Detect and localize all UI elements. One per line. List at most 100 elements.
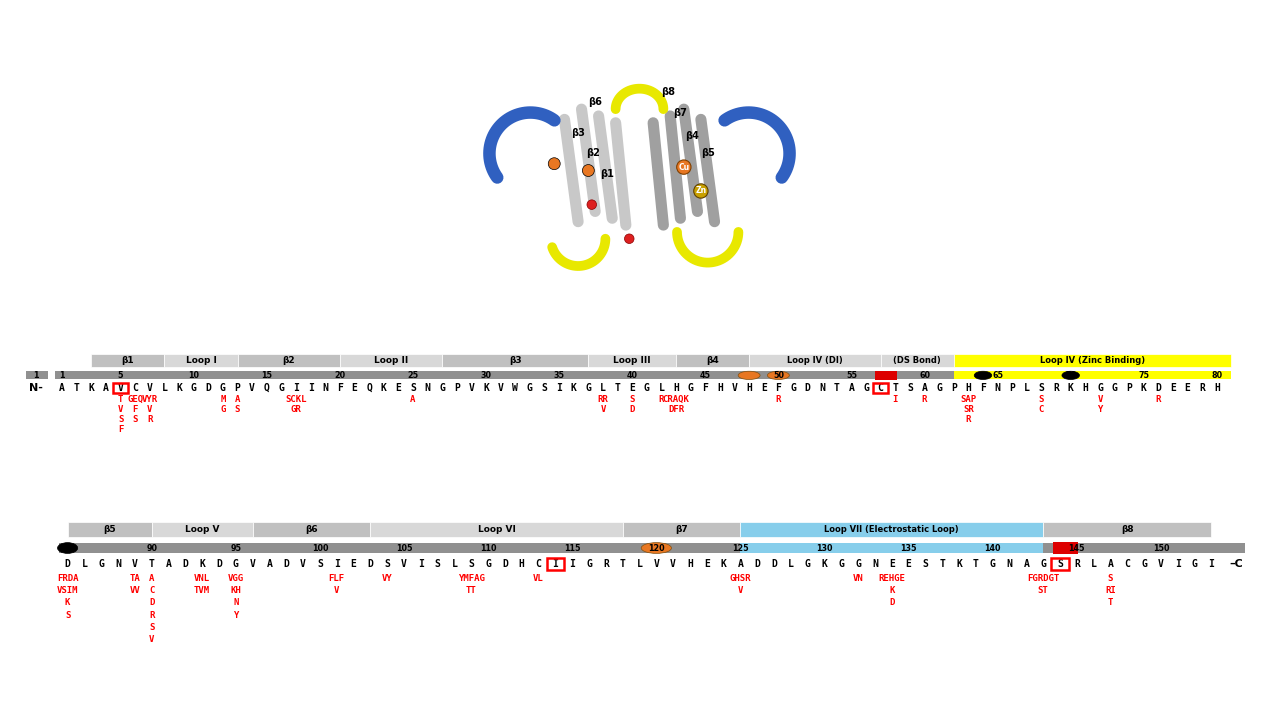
Text: A: A [1023, 559, 1030, 569]
Text: G: G [1141, 559, 1147, 569]
Text: K: K [1141, 383, 1147, 393]
Text: VSIM: VSIM [56, 586, 78, 595]
Text: 120: 120 [648, 544, 665, 553]
Text: (DS Bond): (DS Bond) [893, 356, 941, 365]
Text: V: V [468, 383, 475, 393]
Text: C: C [877, 383, 884, 393]
Text: β7: β7 [674, 108, 687, 118]
Text: DFR: DFR [668, 405, 684, 414]
Text: G: G [586, 383, 591, 393]
Text: Loop II: Loop II [373, 356, 408, 365]
Text: R: R [966, 415, 971, 424]
Text: K: K [720, 559, 726, 569]
Bar [1211, 543, 1244, 553]
Text: G: G [439, 383, 445, 393]
Text: A: A [411, 396, 416, 404]
Bar [238, 354, 340, 367]
Bar [59, 543, 1220, 553]
Text: FLF: FLF [329, 574, 345, 583]
Text: FGRDGT: FGRDGT [1027, 574, 1059, 583]
Text: G: G [804, 559, 811, 569]
Text: S: S [317, 559, 322, 569]
Text: TA: TA [129, 574, 141, 583]
Bar [165, 354, 238, 367]
Text: 35: 35 [554, 371, 564, 380]
Text: 10: 10 [188, 371, 200, 380]
Bar [546, 558, 564, 570]
Text: V: V [670, 559, 677, 569]
Text: D: D [65, 559, 70, 569]
Text: 95: 95 [230, 544, 242, 553]
Text: β2: β2 [587, 149, 600, 159]
Ellipse shape [975, 371, 991, 380]
Text: β4: β4 [686, 131, 700, 141]
Text: 105: 105 [395, 544, 412, 553]
Bar [1051, 558, 1069, 570]
Text: Loop VI: Loop VI [477, 525, 515, 534]
Text: A: A [104, 383, 109, 393]
Text: I: I [308, 383, 313, 393]
Text: H: H [966, 383, 971, 393]
Text: R: R [147, 415, 152, 424]
Text: T: T [1108, 598, 1113, 607]
Text: S: S [1039, 383, 1045, 393]
Text: H: H [1082, 383, 1088, 393]
Text: 90: 90 [146, 544, 157, 553]
Text: 70: 70 [1065, 371, 1076, 380]
Bar [874, 383, 889, 393]
Text: Loop III: Loop III [614, 356, 651, 365]
Text: TT: TT [466, 586, 477, 595]
Text: H: H [718, 383, 723, 393]
Text: A: A [266, 559, 272, 569]
Text: 65: 65 [993, 371, 1003, 380]
Text: G: G [936, 383, 943, 393]
Text: T: T [973, 559, 978, 569]
Text: L: L [451, 559, 458, 569]
Text: N: N [1007, 559, 1013, 569]
Text: T: T [148, 559, 155, 569]
Text: T: T [620, 559, 625, 569]
Text: VYR: VYR [142, 396, 157, 404]
Text: SR: SR [963, 405, 973, 414]
Text: VV: VV [129, 586, 141, 595]
Text: G: G [98, 559, 104, 569]
Text: β5: β5 [701, 149, 715, 159]
Text: R: R [659, 396, 664, 404]
Text: N: N [425, 383, 431, 393]
Text: L: L [1024, 383, 1030, 393]
Text: G: G [586, 559, 592, 569]
Text: I: I [1175, 559, 1181, 569]
Text: S: S [1039, 396, 1044, 404]
Text: 60: 60 [920, 371, 930, 380]
Text: R: R [1074, 559, 1079, 569]
Text: VY: VY [382, 574, 393, 583]
Text: I: I [556, 383, 561, 393]
Text: L: L [788, 559, 794, 569]
Text: E: E [629, 383, 636, 393]
Text: Loop V: Loop V [185, 525, 220, 534]
Ellipse shape [693, 184, 709, 198]
Bar [152, 521, 253, 537]
Text: N: N [115, 559, 122, 569]
Text: T: T [74, 383, 79, 393]
Text: 125: 125 [732, 544, 748, 553]
Text: V: V [600, 405, 606, 414]
Text: S: S [235, 405, 240, 414]
Text: S: S [411, 383, 416, 393]
Text: V: V [132, 559, 138, 569]
Text: 115: 115 [564, 544, 581, 553]
Text: N: N [995, 383, 1000, 393]
Text: GEQ: GEQ [127, 396, 143, 404]
Text: S: S [907, 383, 913, 393]
Text: T: T [118, 396, 123, 404]
Text: β4: β4 [706, 356, 719, 365]
Text: 130: 130 [816, 544, 833, 553]
Text: T: T [615, 383, 620, 393]
Text: L: L [1091, 559, 1096, 569]
Text: C: C [1124, 559, 1131, 569]
Text: A: A [150, 574, 155, 583]
Text: 110: 110 [480, 544, 496, 553]
Ellipse shape [767, 371, 789, 380]
Ellipse shape [677, 160, 691, 174]
Text: 5: 5 [118, 371, 123, 380]
